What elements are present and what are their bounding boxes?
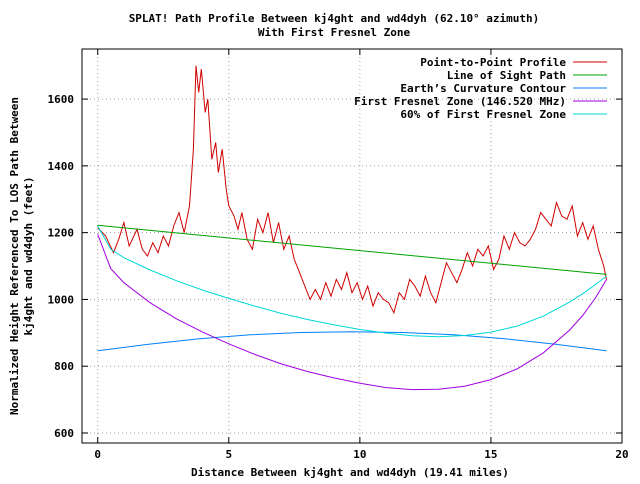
series-line-point-to-point-profile bbox=[97, 65, 607, 315]
x-tick-label: 15 bbox=[484, 448, 497, 461]
series-line-line-of-sight-path bbox=[97, 224, 607, 275]
plot-area-frame bbox=[81, 48, 623, 444]
y-tick-label: 1000 bbox=[48, 293, 75, 306]
legend-label: First Fresnel Zone (146.520 MHz) bbox=[354, 95, 566, 108]
x-axis-label: Distance Between kj4ght and wd4dyh (19.4… bbox=[191, 466, 509, 479]
y-tick-label: 800 bbox=[54, 360, 74, 373]
legend-label: 60% of First Fresnel Zone bbox=[400, 108, 566, 121]
x-tick-label: 20 bbox=[615, 448, 628, 461]
legend-label: Earth’s Curvature Contour bbox=[400, 82, 566, 95]
x-tick-label: 5 bbox=[225, 448, 232, 461]
series-group bbox=[97, 65, 607, 391]
chart-subtitle: With First Fresnel Zone bbox=[258, 26, 411, 39]
series-line-first-fresnel-zone-146-520-mhz bbox=[97, 234, 607, 391]
x-tick-label: 0 bbox=[94, 448, 101, 461]
y-tick-label: 1600 bbox=[48, 93, 75, 106]
series-line-earth-s-curvature-contour bbox=[97, 331, 607, 352]
y-tick-label: 1400 bbox=[48, 160, 75, 173]
chart-title: SPLAT! Path Profile Between kj4ght and w… bbox=[129, 12, 540, 25]
y-axis-label-line-2: kj4ght and wd4dyh (feet) bbox=[22, 177, 35, 336]
y-tick-label: 1200 bbox=[48, 227, 75, 240]
legend-label: Point-to-Point Profile bbox=[420, 56, 566, 69]
axis-ticks: 0 5 10 15 20 600 800 1000 1200 1400 1600 bbox=[48, 49, 629, 461]
legend-label: Line of Sight Path bbox=[447, 69, 566, 82]
y-axis-label-line-1: Normalized Height Referenced To LOS Path… bbox=[8, 97, 21, 415]
x-tick-label: 10 bbox=[353, 448, 366, 461]
y-tick-label: 600 bbox=[54, 427, 74, 440]
series-line-60-of-first-fresnel-zone bbox=[97, 225, 607, 338]
